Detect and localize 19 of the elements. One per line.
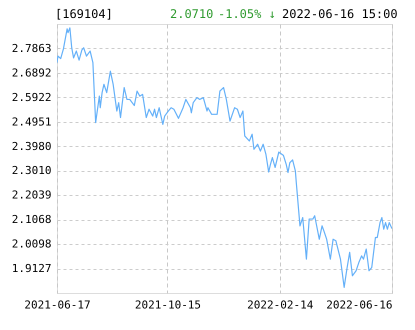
y-tick-label: 2.4951 (12, 115, 52, 128)
y-tick-label: 2.3980 (12, 140, 52, 153)
y-tick-label: 2.1068 (12, 213, 52, 226)
line-series (57, 27, 392, 288)
y-tick-label: 2.5922 (12, 90, 52, 104)
y-tick-label: 1.9127 (12, 262, 52, 276)
x-tick-label: 2021-06-17 (24, 298, 91, 312)
text: 2.0710 (170, 7, 214, 21)
y-tick-label: 2.6892 (12, 66, 52, 80)
text: 2022-06-16 15:00 (282, 7, 398, 21)
x-tick-label: 2022-06-16 (326, 298, 392, 312)
y-tick-label: 2.2039 (12, 188, 52, 202)
chart-title: [169104] (55, 7, 113, 21)
y-tick-label: 2.3010 (12, 164, 52, 178)
x-tick-label: 2021-10-15 (134, 298, 202, 312)
text: -1.05% ↓ (218, 7, 276, 21)
x-tick-label: 2022-02-14 (247, 298, 314, 312)
y-tick-label: 2.7863 (12, 42, 52, 55)
y-tick-label: 2.0098 (12, 238, 52, 251)
